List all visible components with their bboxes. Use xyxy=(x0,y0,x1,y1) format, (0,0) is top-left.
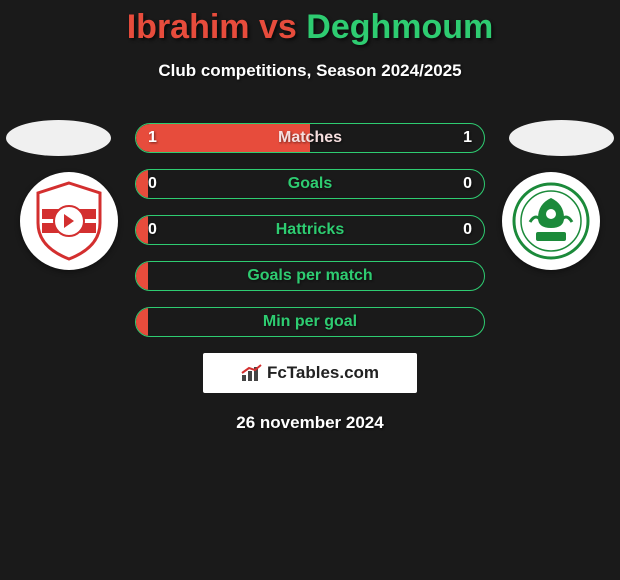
stat-left-value: 0 xyxy=(148,175,157,193)
stat-left-value: 1 xyxy=(148,129,157,147)
stat-row: 0 0 Goals xyxy=(135,169,485,199)
stat-label: Min per goal xyxy=(263,313,357,331)
brand-box: FcTables.com xyxy=(203,353,417,393)
title-left: Ibrahim xyxy=(127,8,250,46)
brand-text: FcTables.com xyxy=(267,363,379,383)
stat-label: Goals xyxy=(288,175,332,193)
zamalek-badge-icon xyxy=(34,181,104,261)
stat-fill xyxy=(136,216,148,244)
stat-fill xyxy=(136,170,148,198)
stat-label: Matches xyxy=(278,129,342,147)
club-badge-left xyxy=(20,172,118,270)
stat-label: Hattricks xyxy=(276,221,344,239)
country-flag-right xyxy=(509,120,614,156)
stats-area: 1 1 Matches 0 0 Goals 0 0 Hattricks Goals per mat… xyxy=(135,123,485,337)
stat-row: Min per goal xyxy=(135,307,485,337)
subtitle: Club competitions, Season 2024/2025 xyxy=(0,61,620,81)
title-right: Deghmoum xyxy=(306,8,493,46)
date-text: 26 november 2024 xyxy=(0,413,620,433)
bar-chart-icon xyxy=(241,364,263,382)
stat-left-value: 0 xyxy=(148,221,157,239)
stat-row: Goals per match xyxy=(135,261,485,291)
stat-fill xyxy=(136,262,148,290)
club-badge-right xyxy=(502,172,600,270)
stat-right-value: 1 xyxy=(463,129,472,147)
stat-fill xyxy=(136,308,148,336)
al-masry-badge-icon xyxy=(512,182,590,260)
title-vs: vs xyxy=(250,8,307,46)
stat-row: 1 1 Matches xyxy=(135,123,485,153)
country-flag-left xyxy=(6,120,111,156)
stat-right-value: 0 xyxy=(463,221,472,239)
page-title: Ibrahim vs Deghmoum xyxy=(0,0,620,47)
stat-label: Goals per match xyxy=(247,267,372,285)
stat-right-value: 0 xyxy=(463,175,472,193)
stat-row: 0 0 Hattricks xyxy=(135,215,485,245)
